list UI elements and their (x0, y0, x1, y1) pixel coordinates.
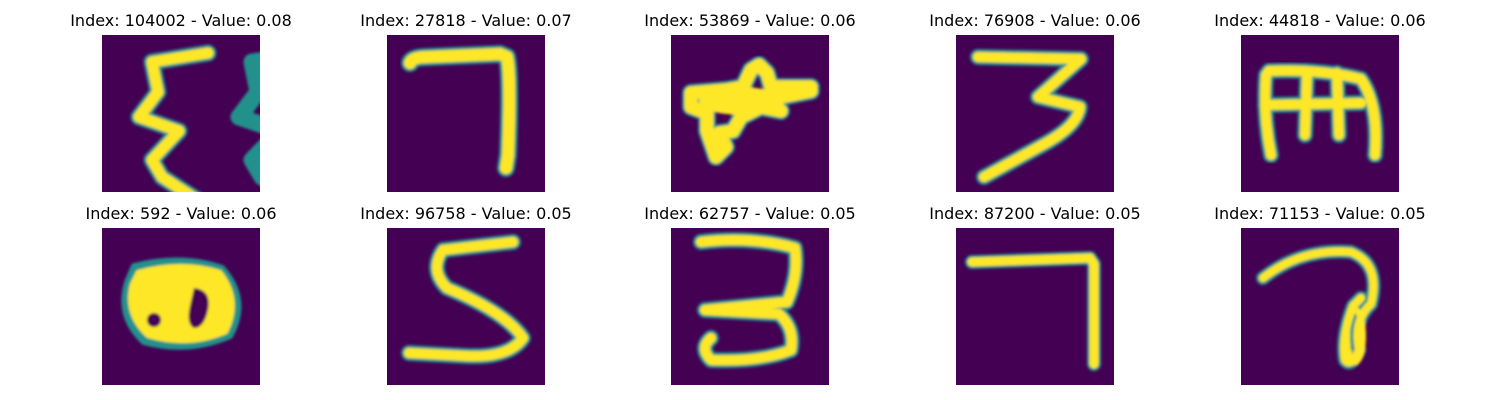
panel-title: Index: 27818 - Value: 0.07 (360, 11, 572, 30)
panel-title: Index: 96758 - Value: 0.05 (360, 204, 572, 223)
glyph-image (956, 35, 1114, 192)
panel-title: Index: 104002 - Value: 0.08 (70, 11, 292, 30)
glyph-image (102, 35, 260, 192)
glyph-image (671, 228, 829, 385)
glyph-image (1241, 35, 1399, 192)
glyph-image (102, 228, 260, 385)
panel-title: Index: 71153 - Value: 0.05 (1214, 204, 1426, 223)
panel-title: Index: 53869 - Value: 0.06 (644, 11, 856, 30)
panel-title: Index: 592 - Value: 0.06 (85, 204, 277, 223)
glyph-image (671, 35, 829, 192)
panel-title: Index: 62757 - Value: 0.05 (644, 204, 856, 223)
glyph-image (387, 35, 545, 192)
panel-title: Index: 87200 - Value: 0.05 (929, 204, 1141, 223)
glyph-image (956, 228, 1114, 385)
panel-title: Index: 44818 - Value: 0.06 (1214, 11, 1426, 30)
panel-title: Index: 76908 - Value: 0.06 (929, 11, 1141, 30)
glyph-image (1241, 228, 1399, 385)
glyph-image (387, 228, 545, 385)
